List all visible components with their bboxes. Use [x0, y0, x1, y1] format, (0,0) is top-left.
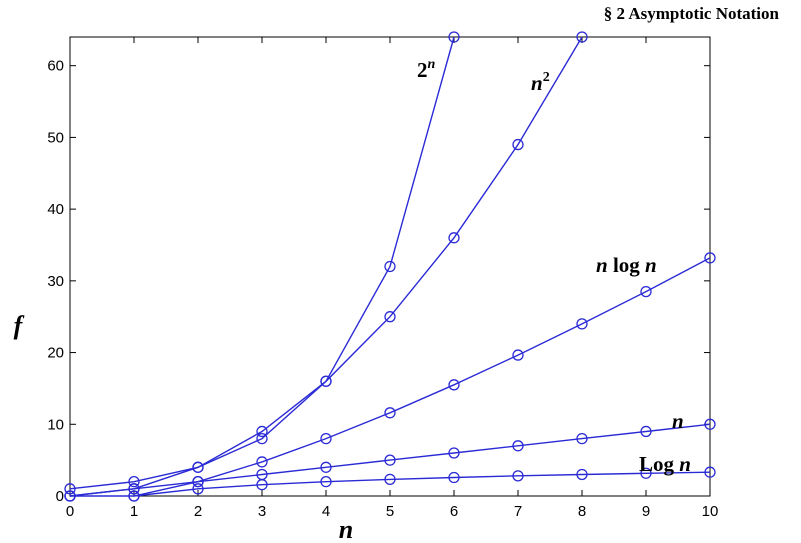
- data-point: [576, 31, 588, 43]
- series-line: [133, 471, 711, 497]
- x-tick-label: 10: [702, 503, 719, 520]
- data-point: [256, 479, 268, 491]
- data-point: [384, 473, 396, 486]
- data-point: [320, 476, 332, 488]
- data-point: [576, 318, 588, 330]
- series-line: [69, 36, 583, 497]
- data-point: [64, 483, 76, 495]
- data-point: [704, 252, 716, 264]
- data-point: [128, 476, 140, 488]
- series-line: [69, 423, 711, 497]
- x-tick-label: 8: [578, 503, 586, 520]
- y-tick-label: 10: [47, 416, 64, 433]
- x-axis-label: n: [339, 515, 353, 543]
- data-point: [192, 461, 204, 473]
- y-tick-label: 0: [56, 488, 64, 505]
- data-point: [640, 467, 652, 479]
- data-point: [320, 375, 332, 387]
- series-line: [70, 257, 711, 497]
- y-axis-label: f: [14, 311, 25, 340]
- data-point: [256, 432, 268, 445]
- data-point: [448, 447, 460, 459]
- series-lines: [69, 36, 711, 497]
- data-point: [128, 490, 140, 502]
- data-point: [320, 461, 332, 473]
- x-tick-label: 4: [322, 503, 330, 520]
- x-tick-label: 0: [66, 503, 74, 520]
- series-label: Log n: [639, 452, 691, 476]
- data-point: [256, 425, 268, 438]
- y-tick-label: 30: [47, 273, 64, 290]
- y-tick-label: 20: [47, 345, 64, 362]
- data-point: [448, 471, 460, 484]
- x-tick-label: 9: [642, 503, 650, 520]
- data-point: [704, 418, 716, 430]
- data-point: [192, 476, 204, 488]
- y-tick-label: 50: [47, 129, 64, 146]
- y-tick-label: 60: [47, 58, 64, 75]
- x-tick-label: 3: [258, 503, 266, 520]
- data-point: [384, 454, 396, 466]
- series-label: n: [672, 409, 684, 433]
- data-point: [384, 407, 396, 419]
- data-point: [576, 432, 588, 445]
- x-tick-label: 1: [130, 503, 138, 520]
- data-point: [448, 31, 460, 43]
- data-point: [704, 466, 716, 478]
- data-point: [512, 138, 524, 151]
- series-markers: [64, 31, 716, 502]
- data-point: [448, 232, 460, 244]
- x-tick-label: 6: [450, 503, 458, 520]
- data-point: [512, 349, 524, 361]
- data-point: [640, 285, 652, 298]
- x-tick-label: 5: [386, 503, 394, 520]
- series-label: n2: [531, 70, 550, 95]
- data-point: [576, 468, 588, 481]
- data-point: [192, 483, 204, 495]
- data-point: [448, 379, 460, 391]
- x-tick-label: 2: [194, 503, 202, 520]
- data-point: [128, 483, 140, 495]
- data-point: [640, 425, 652, 438]
- section-header: § 2 Asymptotic Notation: [603, 4, 779, 23]
- y-tick-label: 40: [47, 201, 64, 218]
- data-point: [64, 490, 76, 502]
- x-tick-label: 7: [514, 503, 522, 520]
- data-point: [512, 470, 524, 482]
- data-point: [256, 456, 268, 468]
- series-line: [69, 36, 455, 490]
- data-point: [320, 432, 332, 445]
- data-point: [384, 311, 396, 323]
- data-point: [384, 260, 396, 273]
- series-labels: 2n n2 n log n n Log n: [417, 57, 691, 476]
- series-label: n log n: [596, 253, 657, 277]
- series-label: 2n: [417, 57, 436, 82]
- data-point: [512, 440, 524, 452]
